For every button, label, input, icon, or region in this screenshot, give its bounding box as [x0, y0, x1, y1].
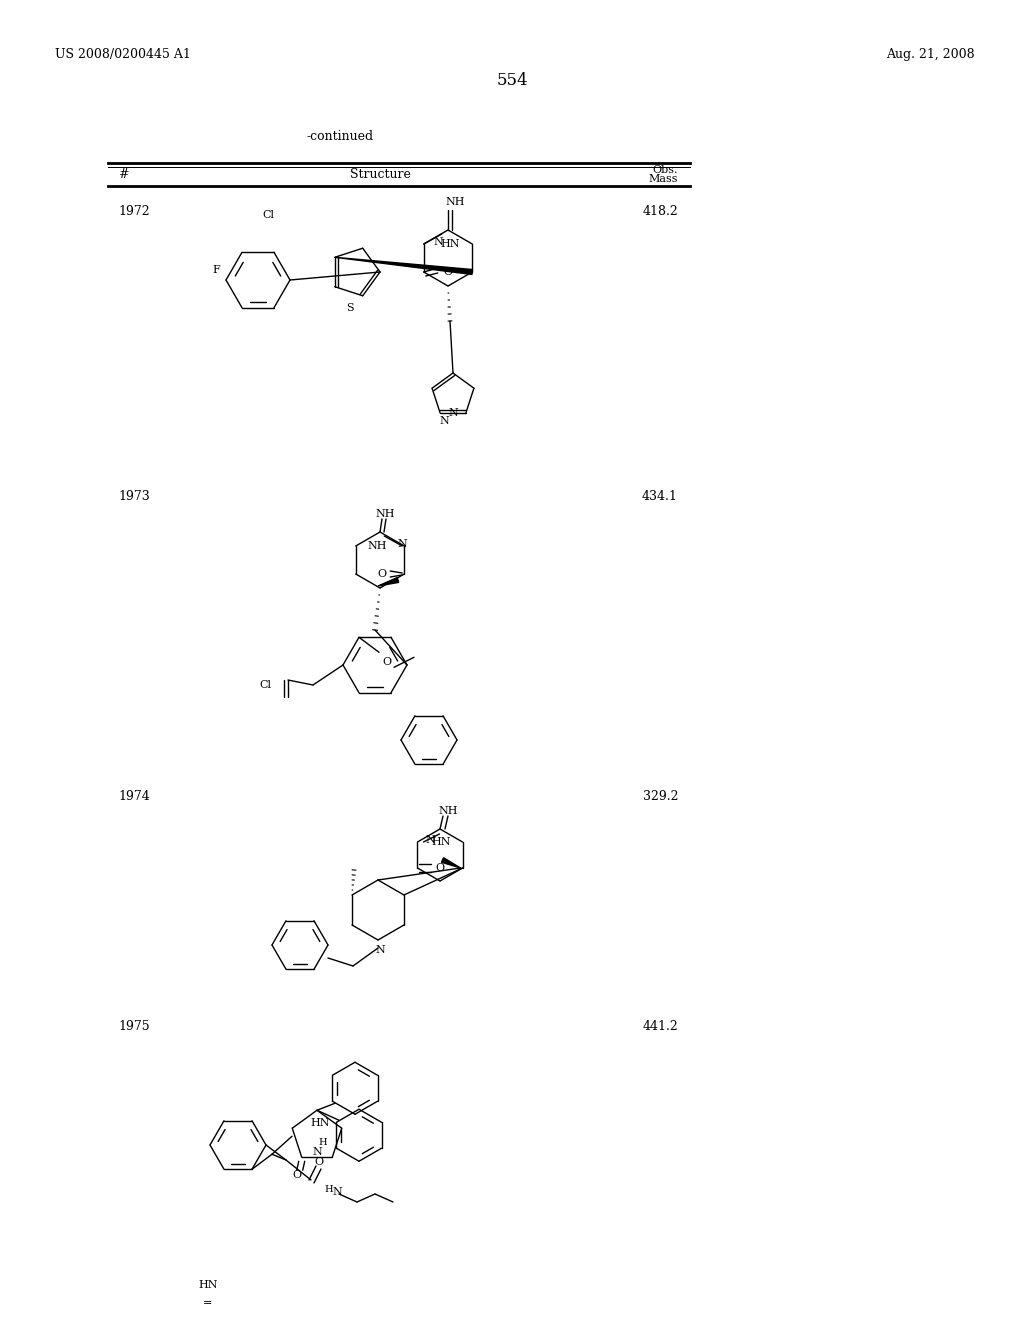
Text: S: S — [346, 304, 354, 313]
Text: N: N — [449, 408, 458, 418]
Text: Structure: Structure — [349, 169, 411, 181]
Text: US 2008/0200445 A1: US 2008/0200445 A1 — [55, 48, 190, 61]
Text: N: N — [439, 416, 449, 426]
Text: Mass: Mass — [648, 174, 678, 183]
Text: 554: 554 — [497, 73, 527, 88]
Text: H: H — [318, 1138, 328, 1147]
Text: HN: HN — [199, 1280, 218, 1290]
Text: 1973: 1973 — [118, 490, 150, 503]
Text: 1975: 1975 — [118, 1020, 150, 1034]
Text: 418.2: 418.2 — [642, 205, 678, 218]
Polygon shape — [335, 257, 472, 275]
Polygon shape — [441, 858, 461, 869]
Text: N: N — [397, 539, 408, 549]
Text: =: = — [204, 1298, 213, 1308]
Text: Aug. 21, 2008: Aug. 21, 2008 — [887, 48, 975, 61]
Text: -continued: -continued — [306, 129, 374, 143]
Text: O: O — [314, 1158, 324, 1167]
Text: O: O — [377, 569, 386, 579]
Text: O: O — [292, 1171, 301, 1180]
Text: N: N — [375, 945, 385, 954]
Polygon shape — [378, 578, 398, 586]
Text: HN: HN — [310, 1118, 330, 1129]
Text: H: H — [325, 1185, 334, 1195]
Text: HN: HN — [440, 239, 460, 249]
Text: O: O — [443, 267, 453, 277]
Text: O: O — [382, 657, 391, 668]
Text: N: N — [332, 1187, 342, 1197]
Text: NH: NH — [375, 510, 394, 519]
Text: HN: HN — [431, 837, 451, 847]
Text: 434.1: 434.1 — [642, 490, 678, 503]
Text: Cl: Cl — [262, 210, 274, 220]
Text: O: O — [435, 863, 444, 873]
Text: Obs.: Obs. — [652, 165, 678, 176]
Text: N: N — [434, 238, 443, 247]
Text: NH: NH — [438, 807, 458, 816]
Text: 329.2: 329.2 — [642, 789, 678, 803]
Text: NH: NH — [368, 541, 387, 550]
Text: NH: NH — [445, 197, 465, 207]
Text: Cl: Cl — [259, 680, 271, 690]
Text: N: N — [426, 836, 435, 845]
Text: N: N — [312, 1147, 323, 1158]
Text: 441.2: 441.2 — [642, 1020, 678, 1034]
Text: 1972: 1972 — [118, 205, 150, 218]
Text: #: # — [118, 169, 128, 181]
Text: F: F — [212, 265, 220, 275]
Text: 1974: 1974 — [118, 789, 150, 803]
